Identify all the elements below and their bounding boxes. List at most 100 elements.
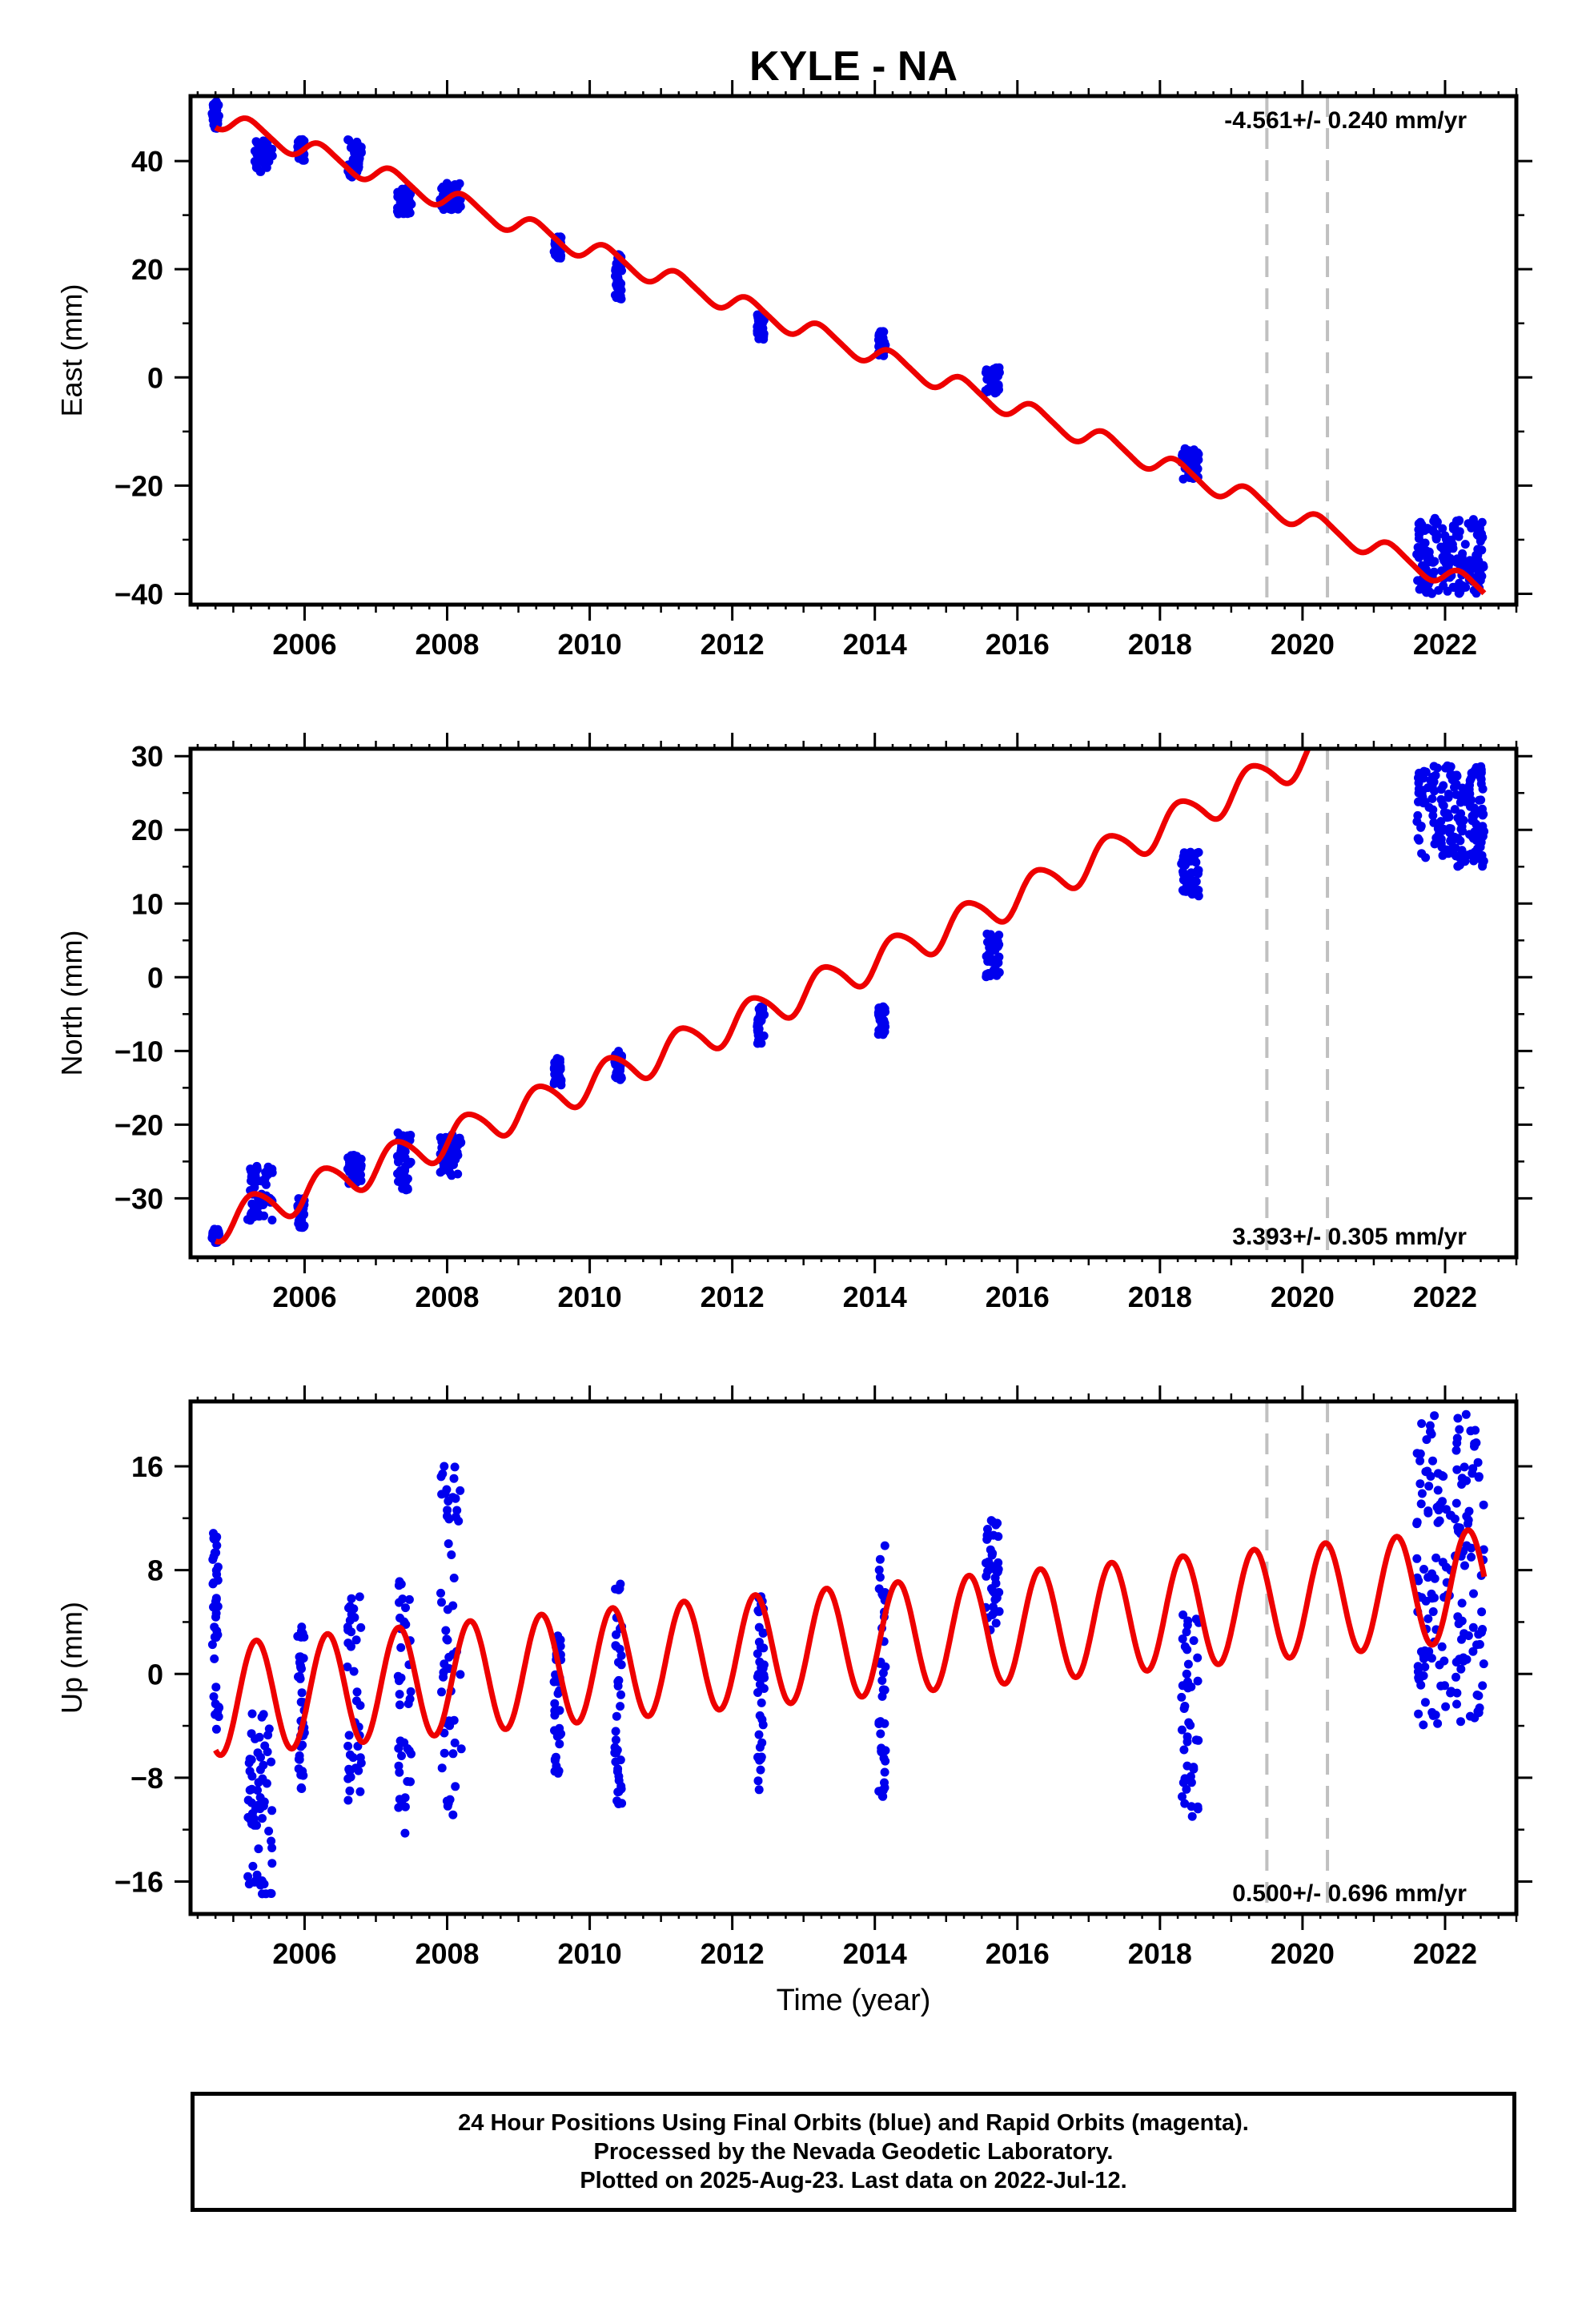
observation-point xyxy=(440,1748,449,1758)
observation-point xyxy=(1436,785,1446,794)
observation-point xyxy=(1465,1711,1475,1721)
observation-point xyxy=(1446,770,1456,780)
observation-point xyxy=(444,1497,453,1506)
observation-point xyxy=(296,1783,306,1793)
observation-point xyxy=(1473,1458,1483,1467)
observation-point xyxy=(1477,850,1487,860)
observation-point xyxy=(615,283,624,293)
observation-point xyxy=(1439,1656,1449,1666)
observation-point xyxy=(757,1039,766,1048)
observation-point xyxy=(989,372,998,382)
observations xyxy=(207,97,1488,598)
observation-point xyxy=(1177,1725,1186,1735)
observation-point xyxy=(210,1632,219,1642)
observation-point xyxy=(753,1776,763,1786)
observation-point xyxy=(353,141,363,151)
y-axis-label: Up (mm) xyxy=(55,1602,88,1714)
model-curve xyxy=(213,1527,1488,1759)
observation-point xyxy=(755,1755,765,1765)
x-tick-label: 2018 xyxy=(1128,628,1192,661)
observation-point xyxy=(263,155,272,165)
observation-point xyxy=(759,332,769,341)
observation-point xyxy=(1457,581,1467,590)
observation-point xyxy=(757,1698,766,1707)
observation-point xyxy=(611,1727,620,1736)
observation-point xyxy=(982,970,991,979)
observation-point xyxy=(348,1753,358,1763)
observation-point xyxy=(1193,1802,1203,1811)
observation-point xyxy=(345,1786,355,1795)
observation-point xyxy=(253,1786,262,1795)
observation-point xyxy=(1460,1561,1469,1570)
observation-point xyxy=(1427,1654,1436,1663)
y-tick-label: 0 xyxy=(147,961,163,994)
observation-point xyxy=(451,1494,460,1503)
observation-point xyxy=(211,1724,221,1734)
observation-point xyxy=(356,1154,366,1164)
y-tick-label: −30 xyxy=(114,1182,163,1215)
observation-point xyxy=(343,1741,353,1751)
observation-point xyxy=(394,1743,404,1753)
observation-point xyxy=(983,1525,992,1534)
observation-point xyxy=(400,1154,410,1164)
observation-point xyxy=(1478,860,1488,870)
observation-point xyxy=(875,1573,885,1582)
observation-point xyxy=(452,1506,462,1515)
observation-point xyxy=(1434,1506,1443,1515)
observation-point xyxy=(1477,1627,1486,1637)
x-tick-label: 2006 xyxy=(272,1281,336,1313)
observation-point xyxy=(877,1019,887,1028)
observation-point xyxy=(1412,817,1422,826)
observation-point xyxy=(400,1828,410,1838)
observation-point xyxy=(1452,557,1461,567)
observation-point xyxy=(267,1216,277,1224)
observation-point xyxy=(994,1558,1003,1567)
observation-point xyxy=(616,1651,626,1660)
observation-point xyxy=(1415,835,1423,845)
observation-point xyxy=(1470,1439,1480,1449)
observation-point xyxy=(1456,824,1466,834)
observation-point xyxy=(1437,1642,1447,1651)
observation-point xyxy=(1183,450,1193,460)
x-tick-label: 2010 xyxy=(558,1937,622,1970)
observation-point xyxy=(208,1231,217,1240)
observation-point xyxy=(1186,888,1196,898)
observation-point xyxy=(1439,801,1448,810)
observation-point xyxy=(1420,526,1429,535)
observation-point xyxy=(403,1174,412,1184)
observation-point xyxy=(987,1550,997,1560)
observation-point xyxy=(252,1803,262,1812)
observation-point xyxy=(554,1731,564,1740)
observation-point xyxy=(351,1635,361,1645)
observation-point xyxy=(1430,1593,1439,1602)
observation-point xyxy=(1427,1429,1436,1439)
observation-point xyxy=(881,1662,890,1671)
observation-point xyxy=(254,1844,263,1854)
observation-point xyxy=(259,1710,268,1719)
observation-point xyxy=(613,1681,623,1691)
observation-point xyxy=(398,184,407,194)
observation-point xyxy=(1419,1720,1428,1730)
observation-point xyxy=(1476,765,1486,774)
observation-point xyxy=(877,1691,887,1701)
panel-1: 2006 2008 2010 2012 2014 2016 2018 2020 2022 −40 −… xyxy=(55,80,1532,661)
observation-point xyxy=(614,1047,624,1056)
observation-point xyxy=(1477,806,1487,816)
observation-point xyxy=(1179,1704,1189,1713)
observation-point xyxy=(1183,1616,1193,1626)
x-tick-label: 2014 xyxy=(843,628,907,661)
observation-point xyxy=(1437,842,1447,852)
observation-point xyxy=(759,1671,769,1680)
x-tick-label: 2020 xyxy=(1271,1937,1335,1970)
observation-point xyxy=(994,1532,1003,1542)
observation-point xyxy=(1423,1573,1433,1582)
observation-point xyxy=(876,1729,885,1739)
observation-point xyxy=(443,1635,452,1645)
observation-point xyxy=(344,1731,354,1740)
y-tick-label: −20 xyxy=(114,469,163,502)
observation-point xyxy=(211,1594,221,1603)
observation-point xyxy=(550,1767,560,1776)
observation-point xyxy=(1186,1802,1196,1811)
observation-point xyxy=(1454,532,1464,541)
observation-point xyxy=(392,1152,402,1161)
